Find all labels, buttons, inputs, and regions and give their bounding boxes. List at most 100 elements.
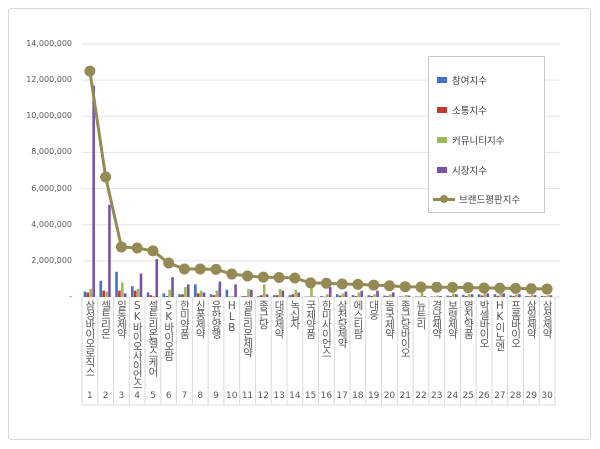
bar-3 (325, 294, 329, 297)
bar-2 (244, 296, 247, 297)
y-tick-label: - (69, 292, 72, 301)
x-category-label: 삼성바이오로직스 (83, 300, 96, 376)
brand-index-point (289, 272, 301, 284)
brand-index-point (100, 171, 112, 183)
bar-4 (423, 296, 427, 297)
brand-index-point (131, 242, 143, 254)
bar-1 (162, 293, 166, 297)
brand-index-point (510, 282, 522, 294)
brand-index-point (494, 282, 506, 294)
legend-label: 브랜드평판지수 (459, 195, 521, 206)
x-category-label: 박셀바이오 (478, 300, 491, 348)
legend-item: 소통지수 (437, 103, 487, 117)
bar-3 (199, 290, 203, 297)
x-category-label: HLB (225, 300, 238, 333)
x-category-label: SK바이오사이언스 (131, 300, 144, 389)
bar-1 (493, 294, 497, 297)
x-rank-label: 27 (494, 391, 506, 401)
legend-item: 시장지수 (437, 163, 487, 177)
bar-4 (123, 293, 127, 297)
bar-3 (184, 287, 187, 297)
bar-3 (168, 289, 171, 297)
x-rank-label: 9 (213, 391, 219, 401)
bar-2 (354, 296, 358, 297)
bar-4 (218, 281, 222, 297)
bar-1 (525, 295, 528, 297)
x-category-label: 대웅제약 (273, 300, 286, 338)
brand-index-point (541, 283, 553, 295)
legend-label: 시장지수 (452, 166, 487, 177)
bar-2 (291, 294, 295, 297)
bar-3 (231, 296, 234, 297)
bar-3 (436, 295, 439, 297)
legend: 참여지수 소통지수 커뮤니티지수 시장지수 브랜드평판지수 (428, 56, 545, 213)
bar-1 (462, 294, 465, 297)
brand-index-point (115, 241, 127, 253)
x-category-label: 국제약품 (304, 300, 317, 338)
bar-3 (294, 289, 298, 297)
y-tick-label: 8,000,000 (31, 147, 72, 157)
brand-index-point (178, 263, 190, 275)
x-category-label: 종근당 (257, 300, 270, 329)
legend-label: 참여지수 (452, 76, 487, 87)
x-rank-label: 5 (150, 391, 156, 401)
bar-1 (130, 286, 134, 297)
bar-4 (391, 292, 395, 297)
bar-3 (467, 294, 471, 297)
bar-4 (234, 284, 237, 297)
brand-index-point (368, 279, 380, 291)
x-category-label: 녹십자 (288, 300, 301, 329)
bar-3 (530, 294, 534, 297)
bar-3 (546, 295, 550, 297)
bar-4 (344, 291, 348, 297)
bar-3 (499, 293, 503, 297)
x-category-label: 삼일제약 (525, 300, 538, 338)
bar-1 (367, 295, 371, 297)
bar-2 (275, 295, 279, 297)
bar-3 (152, 296, 156, 297)
brand-index-point (163, 257, 175, 269)
bar-2 (464, 295, 468, 297)
x-rank-label: 28 (509, 391, 522, 401)
bar-1 (288, 295, 292, 297)
x-rank-label: 25 (462, 391, 474, 401)
bar-1 (540, 295, 544, 297)
bar-1 (83, 291, 87, 297)
bar-4 (407, 295, 411, 297)
y-tick-label: 4,000,000 (31, 219, 72, 229)
y-tick-label: 14,000,000 (26, 39, 72, 48)
bar-4 (171, 277, 174, 297)
bar-4 (328, 287, 332, 297)
brand-index-point (194, 263, 206, 275)
bar-1 (446, 295, 449, 297)
legend-item: 참여지수 (437, 73, 487, 87)
bar-2 (260, 295, 263, 297)
x-category-label: 에스티팜 (351, 300, 364, 338)
x-category-label: 삼성제약 (541, 300, 554, 338)
bar-2 (449, 296, 452, 297)
x-rank-label: 6 (165, 391, 172, 401)
x-rank-label: 11 (241, 391, 254, 401)
x-category-label: 유한양행 (210, 300, 223, 338)
x-rank-label: 8 (197, 391, 204, 401)
brand-index-point (210, 263, 222, 275)
y-tick-label: 6,000,000 (31, 183, 72, 193)
legend-swatch (437, 77, 447, 83)
bar-4 (360, 290, 364, 297)
bar-3 (483, 292, 487, 297)
bar-4 (155, 259, 159, 297)
brand-index-point (415, 281, 427, 293)
x-rank-label: 13 (273, 391, 285, 401)
bar-3 (389, 294, 392, 297)
legend-swatch (437, 107, 447, 113)
chart-frame (8, 8, 591, 440)
bar-3 (404, 294, 408, 297)
x-category-label: 셀트리온제약 (241, 300, 254, 357)
x-rank-label: 29 (525, 391, 538, 401)
bar-4 (502, 293, 505, 297)
bar-1 (335, 294, 339, 297)
brand-index-point (336, 278, 348, 290)
x-category-label: 한미사이언스 (320, 300, 333, 357)
bar-1 (430, 296, 434, 297)
x-category-label: HK이노엔 (493, 300, 506, 351)
